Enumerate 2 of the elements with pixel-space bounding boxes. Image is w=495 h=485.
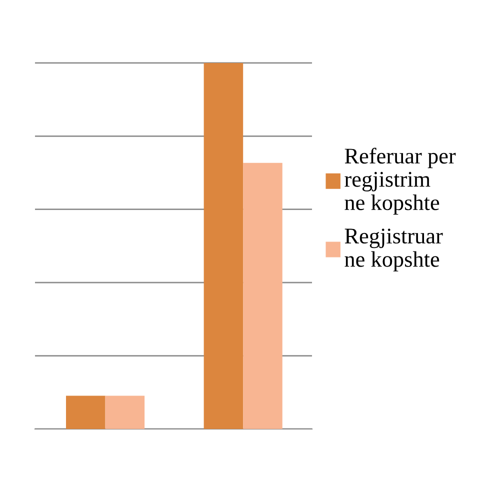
legend-label: Referuar per regjistrim ne kopshte xyxy=(344,148,456,215)
legend-label: Regjistruar ne kopshte xyxy=(344,228,443,272)
